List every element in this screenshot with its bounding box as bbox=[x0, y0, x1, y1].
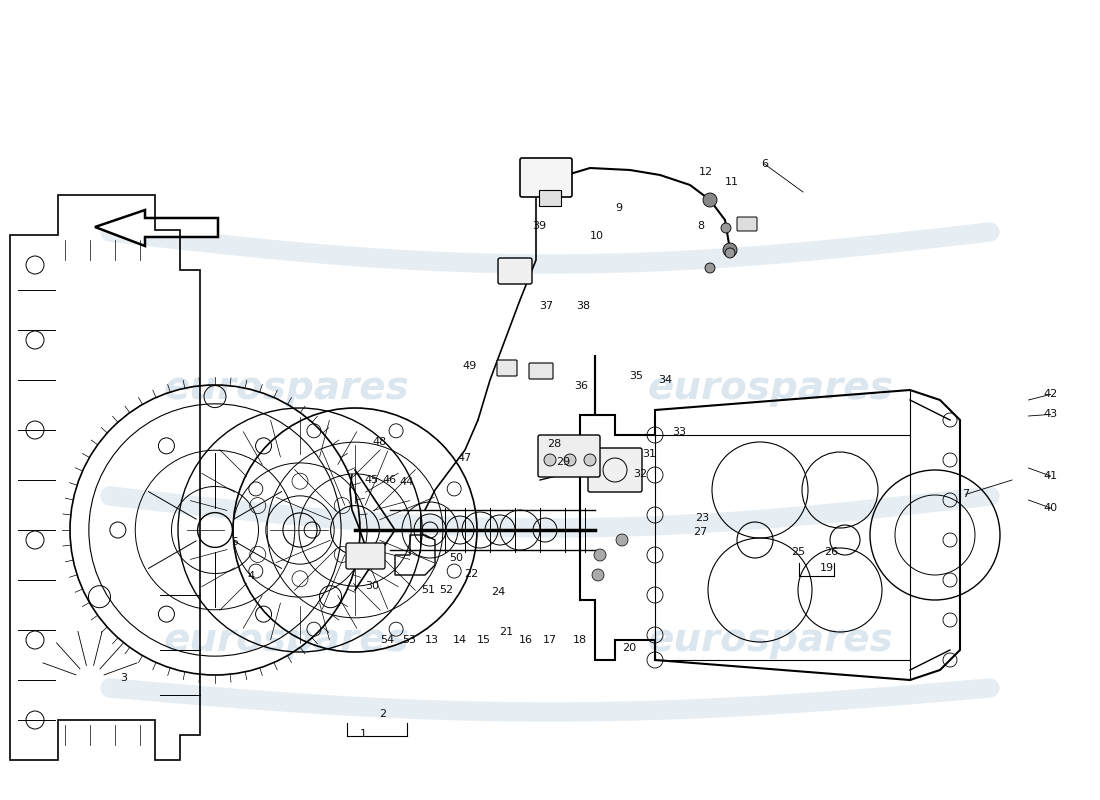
Text: 32: 32 bbox=[634, 469, 647, 478]
Text: eurospares: eurospares bbox=[163, 369, 409, 407]
Text: 5: 5 bbox=[231, 538, 238, 547]
Text: eurospares: eurospares bbox=[647, 621, 893, 659]
Text: 28: 28 bbox=[548, 439, 561, 449]
Circle shape bbox=[594, 549, 606, 561]
Text: 33: 33 bbox=[672, 427, 685, 437]
Text: 45: 45 bbox=[365, 475, 378, 485]
FancyBboxPatch shape bbox=[497, 360, 517, 376]
Text: eurospares: eurospares bbox=[647, 369, 893, 407]
Text: 25: 25 bbox=[792, 547, 805, 557]
Text: 10: 10 bbox=[591, 231, 604, 241]
Text: 27: 27 bbox=[694, 527, 707, 537]
Text: 47: 47 bbox=[458, 453, 471, 462]
Text: 2: 2 bbox=[379, 710, 386, 719]
Text: 54: 54 bbox=[381, 635, 394, 645]
Text: 51: 51 bbox=[421, 586, 434, 595]
Text: 52: 52 bbox=[440, 586, 453, 595]
Circle shape bbox=[592, 569, 604, 581]
Circle shape bbox=[616, 534, 628, 546]
Circle shape bbox=[564, 454, 576, 466]
Circle shape bbox=[725, 248, 735, 258]
Text: 42: 42 bbox=[1044, 390, 1057, 399]
Circle shape bbox=[705, 263, 715, 273]
Text: 48: 48 bbox=[373, 438, 386, 447]
Text: 39: 39 bbox=[532, 221, 546, 230]
Text: 16: 16 bbox=[519, 635, 532, 645]
Text: 19: 19 bbox=[821, 563, 834, 573]
Text: 1: 1 bbox=[360, 730, 366, 739]
Text: 53: 53 bbox=[403, 635, 416, 645]
Text: 44: 44 bbox=[400, 478, 414, 487]
Text: 18: 18 bbox=[573, 635, 586, 645]
Text: 43: 43 bbox=[1044, 410, 1057, 419]
Text: 12: 12 bbox=[700, 167, 713, 177]
FancyBboxPatch shape bbox=[498, 258, 532, 284]
Text: 50: 50 bbox=[450, 553, 463, 562]
Text: 30: 30 bbox=[365, 582, 378, 591]
Text: 15: 15 bbox=[477, 635, 491, 645]
Circle shape bbox=[584, 454, 596, 466]
Text: 38: 38 bbox=[576, 301, 590, 310]
Text: 14: 14 bbox=[453, 635, 466, 645]
Text: 3: 3 bbox=[120, 674, 127, 683]
Text: 46: 46 bbox=[383, 475, 396, 485]
Text: 21: 21 bbox=[499, 627, 513, 637]
Text: 13: 13 bbox=[426, 635, 439, 645]
Text: 34: 34 bbox=[659, 375, 672, 385]
FancyBboxPatch shape bbox=[538, 435, 600, 477]
Text: 20: 20 bbox=[623, 643, 636, 653]
Text: 29: 29 bbox=[557, 458, 570, 467]
Circle shape bbox=[703, 193, 717, 207]
Text: 41: 41 bbox=[1044, 471, 1057, 481]
Text: eurospares: eurospares bbox=[163, 621, 409, 659]
Text: 26: 26 bbox=[825, 547, 838, 557]
Circle shape bbox=[723, 243, 737, 257]
Text: 6: 6 bbox=[761, 159, 768, 169]
FancyBboxPatch shape bbox=[539, 190, 561, 206]
Text: 8: 8 bbox=[697, 221, 704, 230]
FancyBboxPatch shape bbox=[529, 363, 553, 379]
Text: 24: 24 bbox=[492, 587, 505, 597]
Text: 35: 35 bbox=[629, 371, 642, 381]
Text: 4: 4 bbox=[248, 571, 254, 581]
FancyBboxPatch shape bbox=[520, 158, 572, 197]
FancyBboxPatch shape bbox=[588, 448, 642, 492]
Circle shape bbox=[720, 223, 732, 233]
Circle shape bbox=[544, 454, 556, 466]
Text: 36: 36 bbox=[574, 381, 587, 390]
Text: 37: 37 bbox=[540, 301, 553, 310]
Text: 9: 9 bbox=[616, 203, 623, 213]
Polygon shape bbox=[95, 210, 218, 246]
Text: 49: 49 bbox=[463, 362, 476, 371]
Text: 17: 17 bbox=[543, 635, 557, 645]
Text: 7: 7 bbox=[962, 490, 969, 499]
Text: 31: 31 bbox=[642, 450, 656, 459]
Text: 22: 22 bbox=[464, 570, 477, 579]
Text: 40: 40 bbox=[1044, 503, 1057, 513]
FancyBboxPatch shape bbox=[737, 217, 757, 231]
Text: 11: 11 bbox=[725, 178, 738, 187]
FancyBboxPatch shape bbox=[346, 543, 385, 569]
Text: 23: 23 bbox=[695, 514, 708, 523]
